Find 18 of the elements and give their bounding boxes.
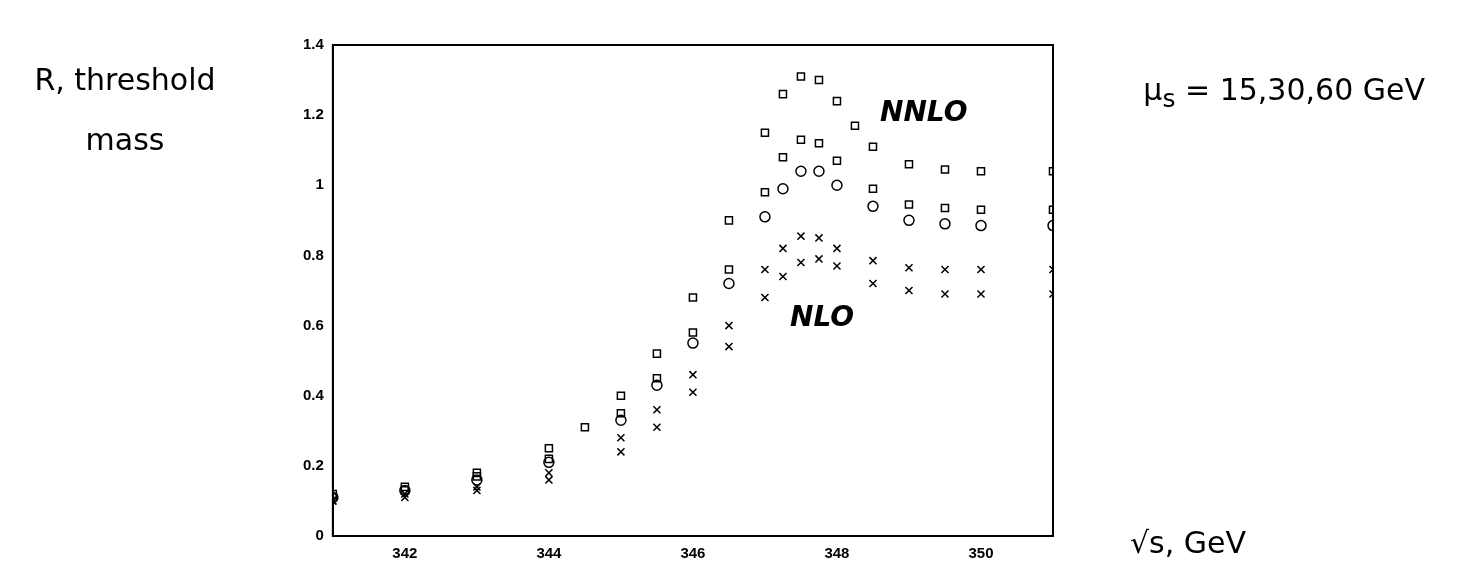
y-tick-label: 1.4 xyxy=(302,35,325,53)
x-tick-label: 348 xyxy=(824,544,850,562)
x-tick-label: 344 xyxy=(536,544,563,562)
y-tick-label: 1 xyxy=(315,175,324,193)
y-axis-title: R, threshold mass xyxy=(33,61,217,159)
y-tick-label: 0.8 xyxy=(302,245,324,263)
annotation: NLO xyxy=(790,300,855,333)
y-tick-label: 0.6 xyxy=(302,315,324,333)
text: μ$_{s}$ = 15,30,60 GeV xyxy=(1142,71,1425,115)
x-tick-label: 346 xyxy=(680,544,706,562)
x-axis-title: √s, GeV xyxy=(1130,525,1247,560)
annotation: NNLO xyxy=(880,95,968,128)
x-tick-label: 342 xyxy=(392,544,418,562)
x-tick-label: 350 xyxy=(968,544,994,562)
y-tick-label: 0 xyxy=(315,526,324,544)
y-tick-label: 1.2 xyxy=(302,105,324,123)
y-tick-label: 0.2 xyxy=(302,456,324,473)
y-tick-label: 0.4 xyxy=(302,385,325,403)
